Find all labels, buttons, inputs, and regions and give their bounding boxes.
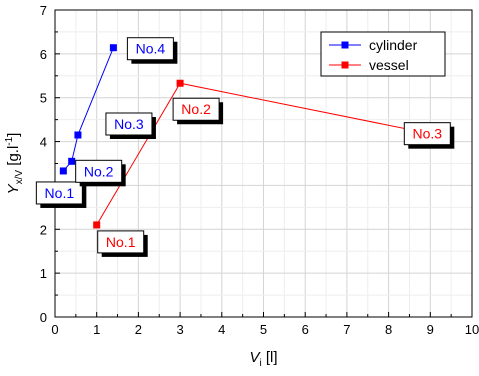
x-tick-label: 6	[302, 322, 309, 337]
annotation-label-vessel: No.3	[413, 126, 443, 142]
x-tick-label: 7	[343, 322, 350, 337]
legend-marker-cylinder	[341, 41, 349, 49]
data-point-cylinder	[68, 157, 76, 165]
data-point-cylinder	[59, 167, 67, 175]
y-tick-label: 1	[40, 266, 47, 281]
data-point-cylinder	[74, 131, 82, 139]
legend-label-cylinder: cylinder	[369, 37, 418, 53]
annotation-box	[105, 112, 153, 136]
x-tick-label: 0	[51, 322, 58, 337]
annotation-box	[403, 122, 451, 146]
y-tick-label: 5	[40, 91, 47, 106]
annotation-box	[97, 230, 145, 254]
annotation-label-cylinder: No.3	[114, 116, 144, 132]
annotation-label-cylinder: No.4	[136, 41, 166, 57]
x-tick-label: 1	[93, 322, 100, 337]
x-axis-title: Vi [l]	[249, 349, 277, 369]
x-tick-label: 8	[385, 322, 392, 337]
data-point-vessel	[176, 79, 184, 87]
y-axis-title-unit-post: ]	[5, 133, 22, 137]
legend-marker-vessel	[341, 61, 349, 69]
data-point-vessel	[93, 221, 101, 229]
annotation-box	[75, 159, 123, 183]
y-axis-title-unit-pre: [g.l	[5, 146, 22, 170]
annotation-label-vessel: No.1	[106, 234, 136, 250]
y-axis-title-unit-sup: -1	[4, 136, 15, 145]
point-annotations: No.1 No.2 No.3 No.4 No.1 No.2 No.3	[35, 37, 455, 257]
x-tick-label: 10	[465, 322, 479, 337]
y-axis-title-sub: x/V	[14, 170, 25, 185]
x-axis-title-sub: i	[259, 358, 261, 369]
y-axis-title-main: Y	[5, 183, 22, 194]
legend: cylinder vessel	[320, 31, 446, 77]
y-tick-label: 6	[40, 47, 47, 62]
x-tick-label: 5	[260, 322, 267, 337]
x-tick-label: 4	[218, 322, 225, 337]
y-tick-label: 7	[40, 3, 47, 18]
data-point-cylinder	[109, 44, 117, 52]
series-line-cylinder	[62, 47, 114, 172]
y-tick-label: 4	[40, 135, 47, 150]
y-axis-title: Yx/V [g.l-1]	[4, 133, 25, 195]
x-tick-label: 2	[135, 322, 142, 337]
annotation-label-vessel: No.2	[181, 101, 211, 117]
legend-box	[320, 31, 446, 77]
x-tick-label: 9	[427, 322, 434, 337]
axis-ticks: 01234567891001234567	[40, 3, 479, 337]
y-tick-label: 2	[40, 222, 47, 237]
x-tick-label: 3	[176, 322, 183, 337]
legend-label-vessel: vessel	[369, 57, 409, 73]
annotation-label-cylinder: No.1	[45, 185, 75, 201]
x-axis-title-main: V	[249, 349, 261, 366]
annotation-box	[126, 37, 174, 61]
annotation-box	[172, 97, 220, 121]
y-tick-label: 0	[40, 310, 47, 325]
x-axis-title-unit: [l]	[262, 349, 278, 366]
annotation-box	[35, 181, 83, 205]
annotation-label-cylinder: No.2	[84, 163, 114, 179]
